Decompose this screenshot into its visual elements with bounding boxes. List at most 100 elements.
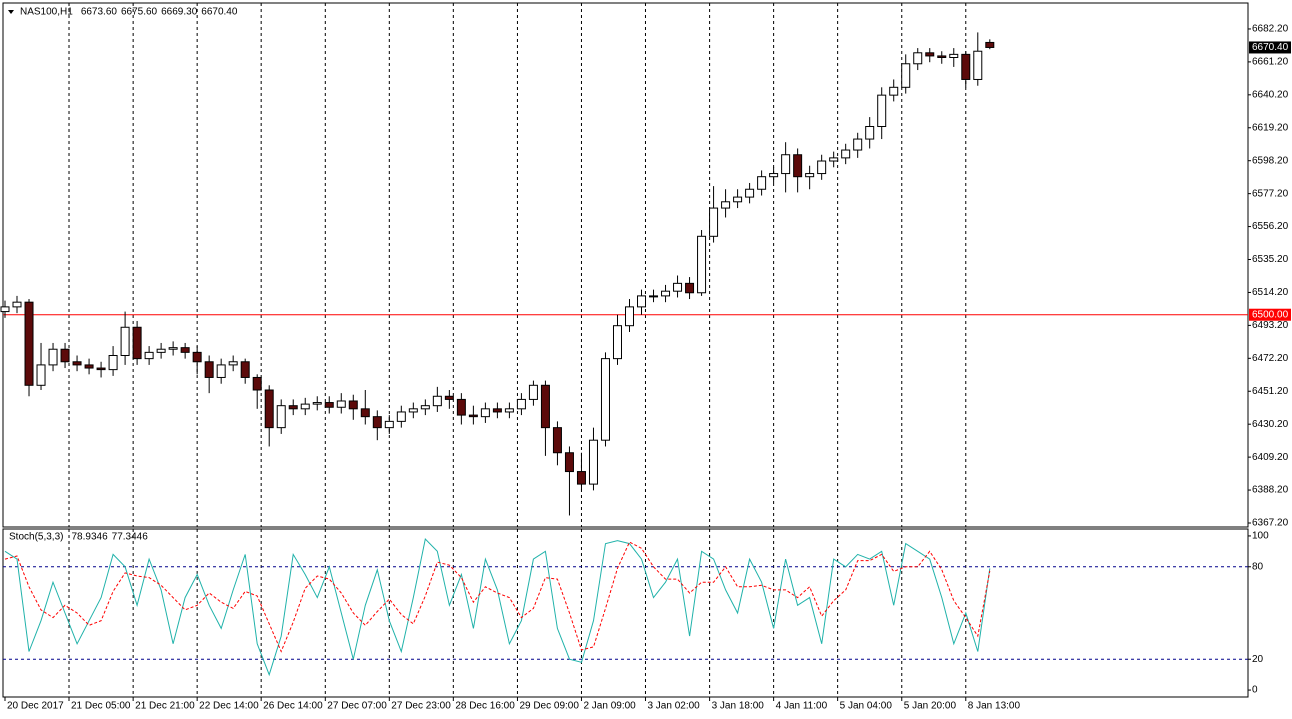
x-tick-label: 5 Jan 20:00 [904,701,957,712]
candle-body [372,416,382,429]
y-tick-label: 6598.20 [1252,155,1289,166]
reference-label: 6500.00 [1252,309,1289,320]
indicator-panel [2,528,1249,698]
y-tick-label: 6556.20 [1252,221,1289,232]
header-value: 6669.30 [161,7,198,18]
x-tick-label: 5 Jan 04:00 [840,701,893,712]
y-tick-label: 6514.20 [1252,287,1289,298]
candle-body [384,420,394,429]
candle-body [733,196,743,203]
candle-body [865,126,875,140]
candle-body [841,149,851,159]
candle-body [901,63,911,88]
candle-body [480,408,490,418]
candle-body [60,348,70,363]
x-tick-label: 27 Dec 23:00 [391,701,451,712]
candle-body [829,157,839,162]
candle-body [612,325,622,360]
candle-body [456,398,466,416]
stochastic-line [4,537,991,677]
candle-body [156,348,166,353]
candle-body [72,361,82,366]
candle-body [769,173,779,178]
candle-body [721,201,731,209]
y-tick-label: 6619.20 [1252,122,1289,133]
x-tick-label: 26 Dec 14:00 [263,701,323,712]
candle-body [324,402,334,408]
y-tick-label: 100 [1252,531,1269,542]
y-tick-label: 6430.20 [1252,419,1289,430]
candle-body [336,400,346,408]
candle-body [360,408,370,418]
x-tick-label: 21 Dec 21:00 [135,701,195,712]
y-tick-label: 6661.20 [1252,57,1289,68]
x-tick-label: 29 Dec 09:00 [519,701,579,712]
candle-body [528,384,538,400]
candle-body [853,138,863,151]
header-value: 6675.60 [121,7,158,18]
candle-body [588,439,598,485]
candle-body [805,173,815,178]
y-tick-label: 6682.20 [1252,24,1289,35]
candle-body [685,282,695,294]
y-tick-label: 6451.20 [1252,386,1289,397]
y-tick-label: 6577.20 [1252,188,1289,199]
candle-body [973,50,983,80]
candle-body [504,408,514,413]
candle-body [937,55,947,59]
x-tick-label: 20 Dec 2017 [7,701,64,712]
candle-body [300,403,310,410]
candle-body [180,347,190,353]
y-tick-label: 6640.20 [1252,89,1289,100]
candle-body [961,53,971,80]
header-value: 78.9346 [71,532,108,543]
candle-body [396,411,406,422]
candle-body [132,326,142,360]
y-tick-label: 6493.20 [1252,320,1289,331]
candle-body [913,52,923,65]
candle-body [492,408,502,413]
candle-body [637,295,647,308]
reference-label-box [1249,308,1291,321]
y-tick-label: 20 [1252,654,1264,665]
x-tick-label: 8 Jan 13:00 [968,701,1021,712]
candle-body [757,176,767,190]
candle-body [36,364,46,386]
candle-body [552,427,562,454]
price-panel [2,2,1249,528]
candle-body [0,306,10,313]
candle-body [516,398,526,410]
candle-body [925,52,935,57]
candle-body [985,41,995,48]
candle-body [48,348,58,366]
candle-body [673,282,683,292]
candle-body [745,188,755,198]
stochastic-line [4,541,991,653]
chart-title: NAS100,H1 [20,7,73,18]
x-tick-label: 3 Jan 02:00 [647,701,700,712]
candle-body [697,235,707,294]
candle-body [949,53,959,59]
x-tick-label: 3 Jan 18:00 [712,701,765,712]
candle-body [168,347,178,350]
candle-body [625,306,635,327]
candle-body [240,361,250,378]
candle-body [817,160,827,175]
last-price-label: 6670.40 [1252,42,1289,53]
dropdown-icon[interactable] [8,10,14,14]
candle-body [576,471,586,485]
candle-body [120,326,130,356]
candle-body [108,354,118,371]
header-value: 6673.60 [81,7,118,18]
candle-body [96,367,106,371]
candle-body [468,414,478,418]
candle-body [432,395,442,407]
y-tick-label: 6388.20 [1252,485,1289,496]
candle-body [793,154,803,178]
candle-body [288,405,298,410]
candle-body [877,94,887,128]
candle-body [540,384,550,429]
y-tick-label: 6472.20 [1252,353,1289,364]
candle-body [144,351,154,360]
